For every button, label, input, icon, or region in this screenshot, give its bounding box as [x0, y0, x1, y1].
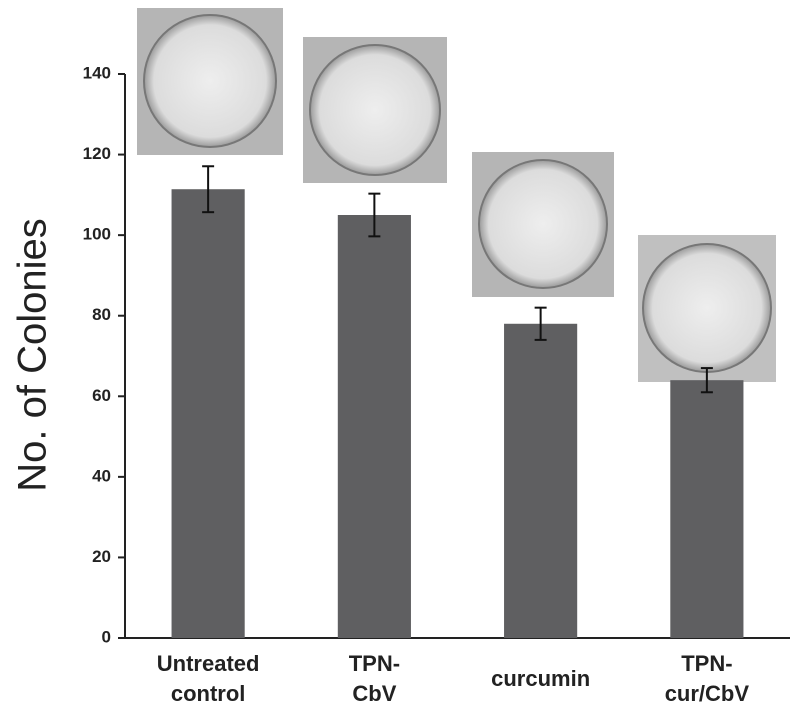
error-bar	[202, 165, 215, 214]
bar	[504, 323, 578, 638]
bar	[670, 380, 744, 638]
x-tick-label: Untreated control	[157, 651, 260, 706]
y-tick-label: 60	[92, 386, 111, 405]
y-tick-label: 120	[83, 144, 111, 163]
x-tick-label: curcumin	[491, 666, 590, 691]
error-bar	[700, 367, 713, 394]
y-axis-label: No. of Colonies	[11, 218, 55, 491]
bar	[337, 215, 411, 638]
bar	[171, 189, 245, 638]
error-bar	[368, 192, 381, 238]
y-tick-label: 20	[92, 547, 111, 566]
x-tick-label: TPN-cur/CbV	[665, 651, 750, 706]
y-tick-label: 0	[102, 627, 111, 646]
y-tick-label: 140	[83, 63, 111, 82]
x-tick-label: TPN-CbV	[349, 651, 400, 706]
error-bar	[534, 306, 547, 341]
y-tick-label: 100	[83, 225, 111, 244]
dish-photos	[137, 8, 776, 382]
y-tick-label: 80	[92, 305, 111, 324]
y-tick-label: 40	[92, 466, 111, 485]
